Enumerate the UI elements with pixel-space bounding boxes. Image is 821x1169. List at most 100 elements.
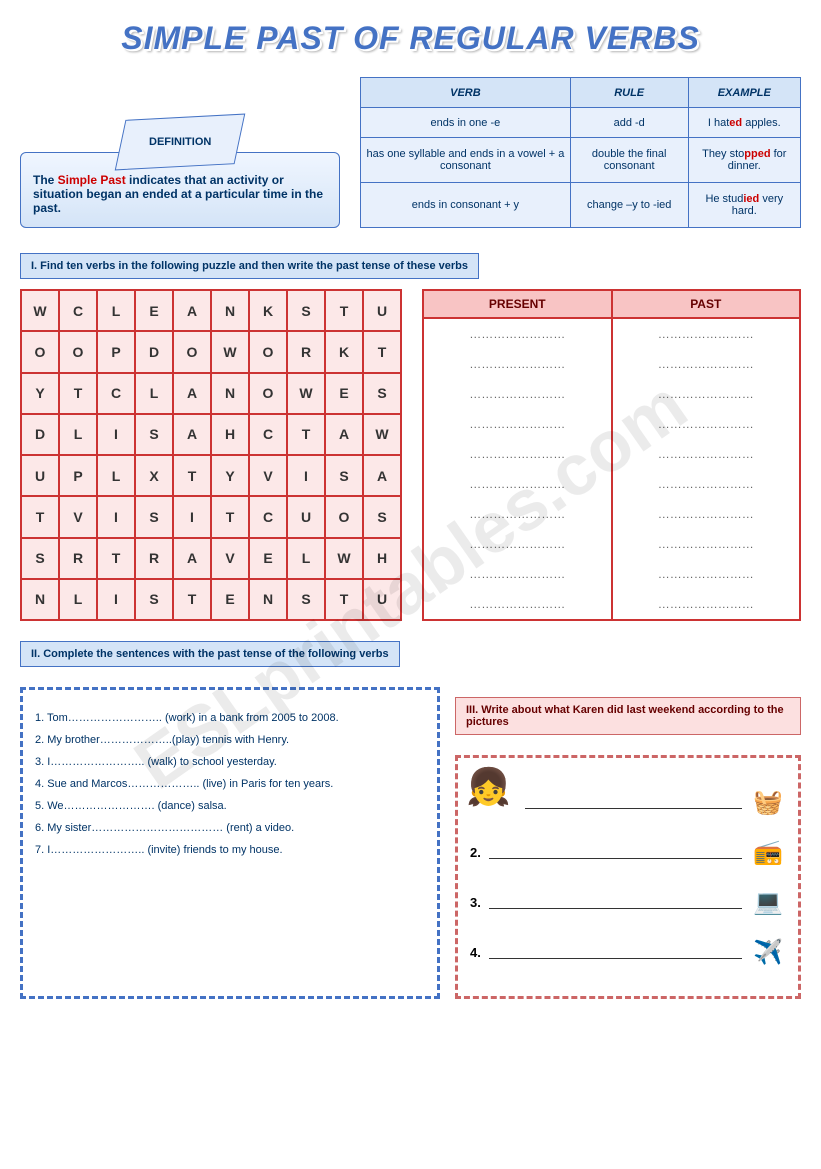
- puzzle-cell: I: [97, 496, 135, 537]
- answer-cell[interactable]: ……………………: [423, 499, 612, 529]
- answer-row: …………………………………………: [423, 559, 800, 589]
- puzzle-cell: T: [21, 496, 59, 537]
- rules-cell: has one syllable and ends in a vowel + a…: [361, 138, 571, 183]
- rules-row: ends in one -e add -d I hated apples.: [361, 108, 801, 138]
- definition-label: DEFINITION: [149, 136, 211, 148]
- puzzle-cell: U: [21, 455, 59, 496]
- ex2-item: 3. I…………………….. (walk) to school yesterda…: [35, 756, 425, 768]
- puzzle-cell: P: [59, 455, 97, 496]
- puzzle-cell: O: [249, 373, 287, 414]
- computer-icon: 💻: [750, 884, 786, 920]
- puzzle-cell: Y: [211, 455, 249, 496]
- answer-cell[interactable]: ……………………: [612, 379, 801, 409]
- ex2-item: 7. I…………………….. (invite) friends to my ho…: [35, 844, 425, 856]
- puzzle-cell: O: [21, 331, 59, 372]
- ex2-box: 1. Tom…………………….. (work) in a bank from 2…: [20, 687, 440, 999]
- answer-cell[interactable]: ……………………: [612, 499, 801, 529]
- puzzle-cell: I: [287, 455, 325, 496]
- blank-line: [489, 845, 742, 859]
- puzzle-cell: S: [325, 455, 363, 496]
- puzzle-cell: L: [97, 455, 135, 496]
- definition-label-shape: DEFINITION: [115, 114, 246, 171]
- puzzle-cell: L: [287, 538, 325, 579]
- rules-cell: add -d: [570, 108, 688, 138]
- ex3-instruction: III. Write about what Karen did last wee…: [455, 697, 801, 735]
- radio-icon: 📻: [750, 834, 786, 870]
- answer-cell[interactable]: ……………………: [612, 318, 801, 349]
- puzzle-cell: E: [135, 290, 173, 331]
- puzzle-cell: R: [287, 331, 325, 372]
- puzzle-row: OOPDOWORKT: [21, 331, 401, 372]
- def-red: Simple Past: [58, 173, 126, 187]
- answer-cell[interactable]: ……………………: [612, 589, 801, 620]
- rules-header: VERB: [361, 78, 571, 108]
- puzzle-cell: K: [249, 290, 287, 331]
- puzzle-cell: E: [249, 538, 287, 579]
- answer-cell[interactable]: ……………………: [423, 469, 612, 499]
- ex2-item: 6. My sister……………………………… (rent) a video.: [35, 822, 425, 834]
- puzzle-cell: L: [59, 414, 97, 455]
- answer-cell[interactable]: ……………………: [612, 469, 801, 499]
- rules-row: ends in consonant + y change –y to -ied …: [361, 183, 801, 228]
- puzzle-cell: W: [363, 414, 401, 455]
- puzzle-cell: A: [173, 414, 211, 455]
- answer-cell[interactable]: ……………………: [612, 439, 801, 469]
- rules-cell: I hated apples.: [688, 108, 800, 138]
- line-num: 4.: [470, 945, 481, 960]
- answer-cell[interactable]: ……………………: [423, 379, 612, 409]
- answer-cell[interactable]: ……………………: [423, 559, 612, 589]
- puzzle-cell: W: [287, 373, 325, 414]
- puzzle-cell: U: [363, 579, 401, 620]
- puzzle-cell: T: [59, 373, 97, 414]
- page-title: SIMPLE PAST OF REGULAR VERBS: [20, 20, 801, 57]
- line-num: 3.: [470, 895, 481, 910]
- answer-cell[interactable]: ……………………: [423, 318, 612, 349]
- puzzle-cell: N: [211, 373, 249, 414]
- puzzle-cell: I: [97, 414, 135, 455]
- answer-header-row: PRESENT PAST: [423, 290, 800, 318]
- answer-cell[interactable]: ……………………: [612, 529, 801, 559]
- puzzle-cell: S: [287, 579, 325, 620]
- answer-cell[interactable]: ……………………: [612, 349, 801, 379]
- puzzle-cell: I: [173, 496, 211, 537]
- rules-cell: double the final consonant: [570, 138, 688, 183]
- puzzle-cell: E: [325, 373, 363, 414]
- puzzle-row: DLISAHCTAW: [21, 414, 401, 455]
- answer-cell[interactable]: ……………………: [423, 409, 612, 439]
- puzzle-cell: T: [97, 538, 135, 579]
- puzzle-cell: L: [59, 579, 97, 620]
- puzzle-cell: A: [363, 455, 401, 496]
- answer-cell[interactable]: ……………………: [423, 439, 612, 469]
- puzzle-cell: O: [325, 496, 363, 537]
- puzzle-cell: D: [21, 414, 59, 455]
- ex3-line: 4. ✈️: [470, 934, 786, 970]
- puzzle-cell: L: [135, 373, 173, 414]
- puzzle-cell: I: [97, 579, 135, 620]
- answer-row: …………………………………………: [423, 318, 800, 349]
- puzzle-row: TVISITCUOS: [21, 496, 401, 537]
- puzzle-row: WCLEANKSTU: [21, 290, 401, 331]
- puzzle-cell: X: [135, 455, 173, 496]
- puzzle-cell: K: [325, 331, 363, 372]
- answer-cell[interactable]: ……………………: [423, 349, 612, 379]
- puzzle-cell: D: [135, 331, 173, 372]
- answer-cell[interactable]: ……………………: [423, 529, 612, 559]
- blank-line: [489, 945, 742, 959]
- answer-row: …………………………………………: [423, 409, 800, 439]
- answer-cell[interactable]: ……………………: [612, 409, 801, 439]
- puzzle-cell: T: [325, 290, 363, 331]
- answer-row: …………………………………………: [423, 379, 800, 409]
- answer-header: PRESENT: [423, 290, 612, 318]
- puzzle-cell: A: [173, 290, 211, 331]
- answer-cell[interactable]: ……………………: [423, 589, 612, 620]
- rules-cell: He studied very hard.: [688, 183, 800, 228]
- puzzle-row: SRTRAVELWH: [21, 538, 401, 579]
- puzzle-cell: U: [287, 496, 325, 537]
- puzzle-cell: N: [211, 290, 249, 331]
- word-puzzle: WCLEANKSTUOOPDOWORKTYTCLANOWESDLISAHCTAW…: [20, 289, 402, 621]
- puzzle-cell: C: [97, 373, 135, 414]
- puzzle-cell: N: [249, 579, 287, 620]
- puzzle-cell: S: [135, 414, 173, 455]
- answer-cell[interactable]: ……………………: [612, 559, 801, 589]
- puzzle-cell: R: [59, 538, 97, 579]
